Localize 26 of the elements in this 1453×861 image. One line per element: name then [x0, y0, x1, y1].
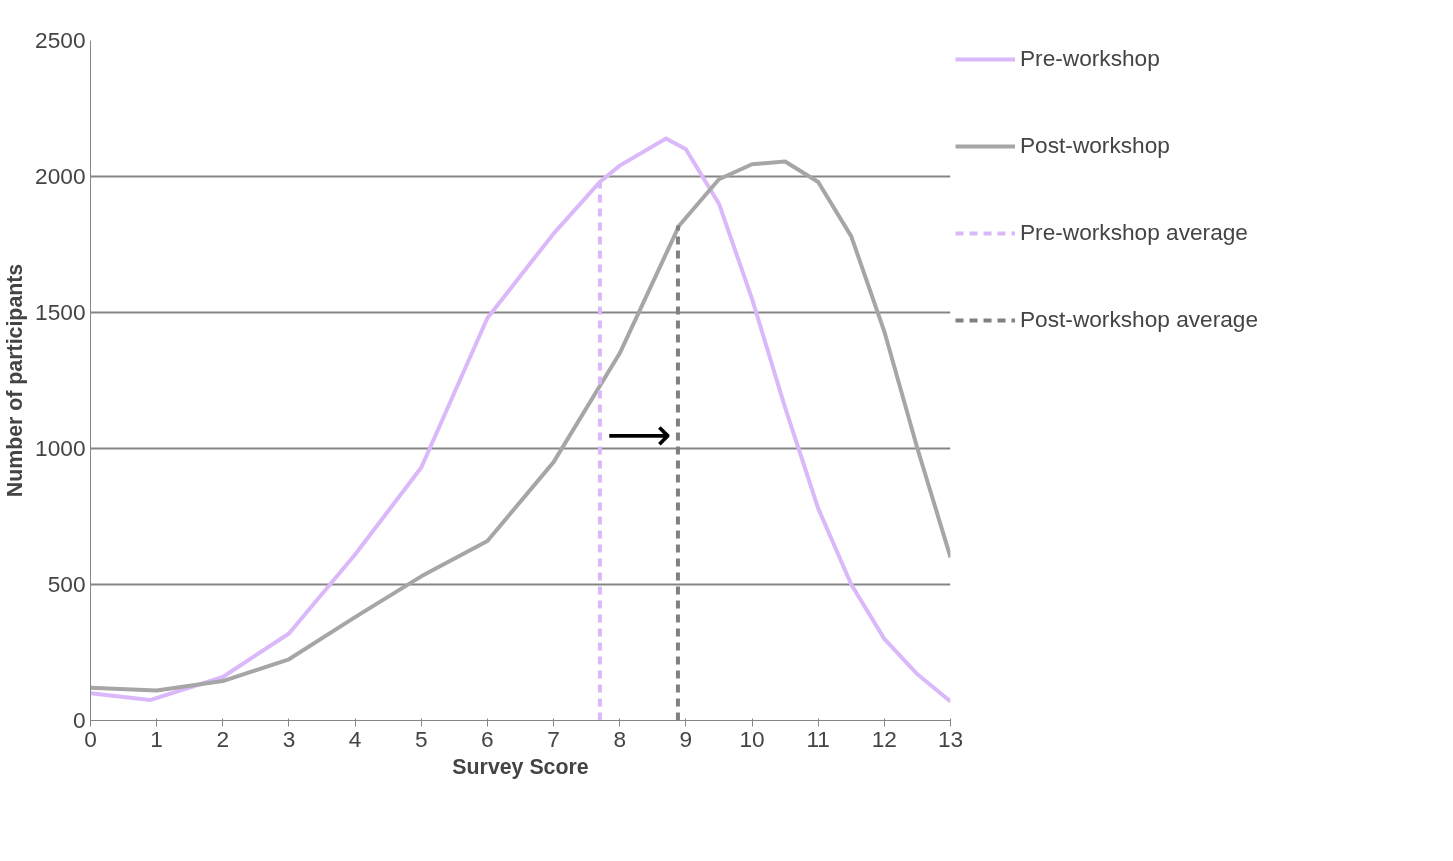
x-tick-label: 13 [937, 725, 964, 752]
legend-label: Pre-workshop average [1020, 219, 1248, 246]
legend-label: Pre-workshop [1020, 45, 1160, 72]
x-tick-label: 5 [414, 725, 428, 752]
x-axis-title: Survey Score [452, 754, 589, 779]
x-tick-label: 6 [481, 725, 494, 752]
y-tick-label: 500 [47, 571, 86, 597]
annotation: ⟶ [606, 408, 672, 462]
y-tick-label: 2000 [35, 163, 86, 189]
y-tick-label: 1500 [35, 299, 86, 325]
legend-label: Post-workshop [1020, 132, 1170, 159]
x-tick-label: 3 [282, 725, 296, 752]
x-tick-label: 4 [348, 725, 362, 752]
x-tick-label: 8 [613, 725, 627, 752]
x-tick-label: 7 [547, 725, 560, 752]
x-tick-label: 11 [806, 725, 830, 752]
y-tick-label: 1000 [35, 435, 86, 461]
x-tick-label: 1 [150, 725, 163, 752]
x-tick-label: 12 [871, 725, 897, 752]
y-tick-label: 0 [72, 707, 86, 733]
x-tick-label: 2 [216, 725, 230, 752]
legend-label: Post-workshop average [1020, 306, 1259, 333]
y-tick-label: 2500 [35, 27, 86, 53]
y-axis-title: Number of participants [3, 263, 28, 498]
x-tick-label: 10 [739, 725, 765, 752]
x-tick-label: 9 [679, 725, 693, 752]
